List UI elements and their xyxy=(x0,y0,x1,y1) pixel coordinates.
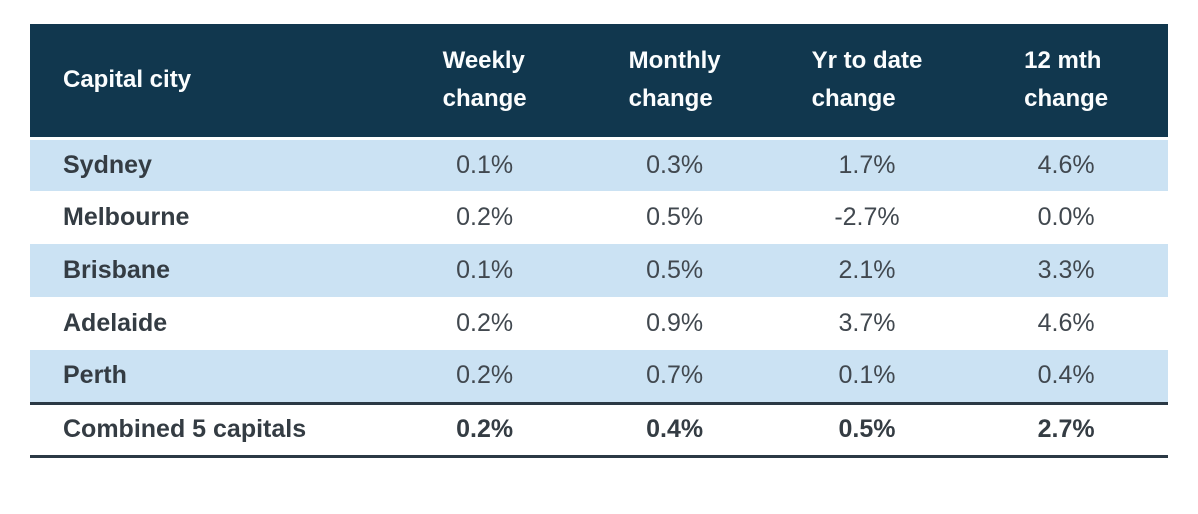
cell-weekly-change: 0.1% xyxy=(389,244,580,297)
table-row-perth: Perth 0.2% 0.7% 0.1% 0.4% xyxy=(30,350,1168,403)
table-row-adelaide: Adelaide 0.2% 0.9% 3.7% 4.6% xyxy=(30,297,1168,350)
column-header-label: change xyxy=(628,85,713,113)
column-header-label: Weekly xyxy=(442,47,525,75)
column-header-label: change xyxy=(811,85,896,113)
column-header-monthly-change: Monthly change xyxy=(579,24,770,140)
capital-city-change-table-container: Capital city Weekly change Monthly chang… xyxy=(30,24,1168,458)
cell-12mth-change: 0.4% xyxy=(964,350,1168,403)
cell-12mth-change: 2.7% xyxy=(964,401,1168,458)
cell-monthly-change: 0.3% xyxy=(579,138,770,191)
table-row-melbourne: Melbourne 0.2% 0.5% -2.7% 0.0% xyxy=(30,191,1168,244)
column-header-12mth-change: 12 mth change xyxy=(964,24,1168,140)
cell-weekly-change: 0.2% xyxy=(389,297,580,350)
column-header-label: Yr to date xyxy=(811,47,923,75)
cell-monthly-change: 0.5% xyxy=(579,244,770,297)
table-row-brisbane: Brisbane 0.1% 0.5% 2.1% 3.3% xyxy=(30,244,1168,297)
cell-monthly-change: 0.4% xyxy=(579,401,770,458)
cell-weekly-change: 0.2% xyxy=(389,191,580,244)
column-header-weekly-change: Weekly change xyxy=(389,24,580,140)
cell-monthly-change: 0.5% xyxy=(579,191,770,244)
column-header-label: change xyxy=(1024,85,1109,113)
column-header-label: change xyxy=(442,85,527,113)
cell-ytd-change: -2.7% xyxy=(769,191,965,244)
column-header-label: Capital city xyxy=(63,66,192,94)
cell-monthly-change: 0.7% xyxy=(579,350,770,403)
cell-ytd-change: 2.1% xyxy=(769,244,965,297)
cell-monthly-change: 0.9% xyxy=(579,297,770,350)
capital-city-change-table: Capital city Weekly change Monthly chang… xyxy=(30,24,1168,458)
cell-weekly-change: 0.1% xyxy=(389,138,580,191)
cell-weekly-change: 0.2% xyxy=(389,350,580,403)
cell-ytd-change: 0.5% xyxy=(769,401,965,458)
cell-city-name: Sydney xyxy=(30,138,390,191)
cell-city-name: Brisbane xyxy=(30,244,390,297)
cell-12mth-change: 3.3% xyxy=(964,244,1168,297)
cell-ytd-change: 1.7% xyxy=(769,138,965,191)
column-header-label: 12 mth xyxy=(1024,47,1102,75)
table-header-row: Capital city Weekly change Monthly chang… xyxy=(30,24,1168,140)
cell-city-name: Combined 5 capitals xyxy=(30,401,390,458)
cell-ytd-change: 0.1% xyxy=(769,350,965,403)
cell-12mth-change: 4.6% xyxy=(964,138,1168,191)
cell-12mth-change: 0.0% xyxy=(964,191,1168,244)
table-row-sydney: Sydney 0.1% 0.3% 1.7% 4.6% xyxy=(30,138,1168,191)
cell-city-name: Perth xyxy=(30,350,390,403)
cell-12mth-change: 4.6% xyxy=(964,297,1168,350)
column-header-ytd-change: Yr to date change xyxy=(769,24,965,140)
cell-city-name: Melbourne xyxy=(30,191,390,244)
cell-ytd-change: 3.7% xyxy=(769,297,965,350)
column-header-label: Monthly xyxy=(628,47,721,75)
cell-weekly-change: 0.2% xyxy=(389,401,580,458)
column-header-capital-city: Capital city xyxy=(30,24,390,140)
cell-city-name: Adelaide xyxy=(30,297,390,350)
table-row-combined-5-capitals: Combined 5 capitals 0.2% 0.4% 0.5% 2.7% xyxy=(30,401,1168,458)
